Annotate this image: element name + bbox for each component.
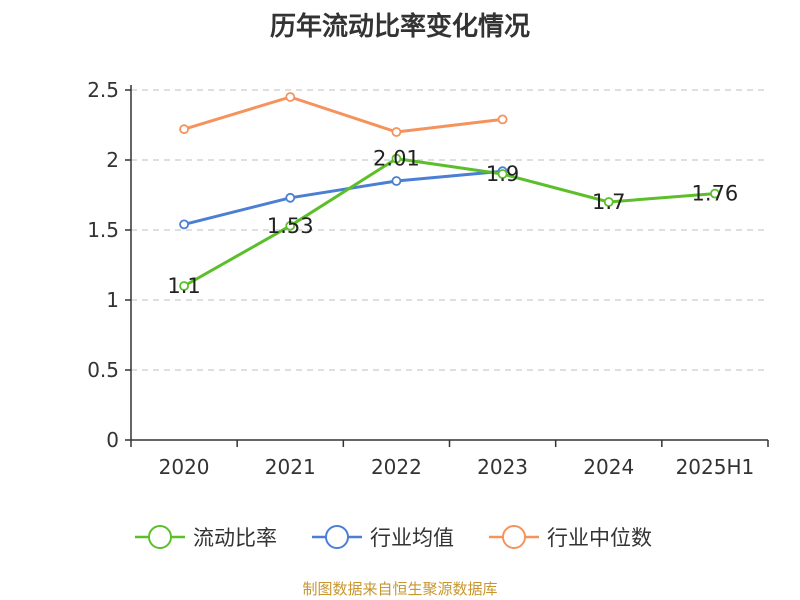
y-tick-label: 0 — [106, 428, 119, 452]
series-point — [497, 114, 508, 125]
x-tick-label: 2024 — [583, 455, 634, 479]
series-point — [710, 188, 720, 199]
x-tick-label: 2023 — [477, 455, 528, 479]
series-lines — [179, 92, 720, 291]
series-point — [285, 220, 296, 231]
legend-label: 行业均值 — [370, 526, 454, 550]
y-tick-label: 2 — [106, 148, 119, 172]
x-tick-label: 2020 — [159, 455, 210, 479]
series-line-0 — [183, 157, 716, 288]
grid-lines — [131, 89, 768, 371]
axes: 0 0.5 1 1.5 2 2.5 2020 2021 2022 2023 2024 2025H1 — [87, 78, 769, 479]
data-label: 1.53 — [267, 214, 314, 238]
legend-label: 流动比率 — [193, 526, 277, 550]
series-line-2 — [183, 95, 503, 134]
series-point — [391, 176, 402, 186]
series-point — [497, 169, 508, 179]
y-tick-label: 1 — [106, 288, 119, 312]
legend[interactable]: 流动比率 行业均值 行业中位数 — [135, 525, 652, 550]
data-label: 2.01 — [373, 147, 420, 171]
series-point — [391, 153, 402, 164]
legend-marker — [148, 525, 172, 549]
series-point — [179, 281, 189, 291]
legend-label: 行业中位数 — [547, 526, 652, 550]
x-tick-label: 2021 — [265, 455, 316, 479]
y-tick-label: 0.5 — [87, 358, 119, 382]
data-label: 1.9 — [486, 162, 519, 186]
series-point — [179, 219, 189, 230]
x-tick-label: 2022 — [371, 455, 422, 479]
series-point — [285, 92, 296, 102]
source-note: 制图数据来自恒生聚源数据库 — [302, 580, 498, 598]
series-point — [603, 197, 614, 207]
data-label: 1.7 — [592, 190, 625, 214]
y-tick-label: 1.5 — [87, 218, 119, 242]
series-line-1 — [183, 169, 503, 226]
data-label: 1.1 — [167, 274, 200, 298]
legend-marker — [325, 525, 349, 549]
series-point — [391, 127, 402, 137]
x-tick-label: 2025H1 — [676, 455, 755, 479]
legend-item[interactable]: 行业中位数 — [489, 525, 652, 550]
chart-title: 历年流动比率变化情况 — [269, 12, 530, 42]
data-label: 1.76 — [692, 182, 739, 206]
y-tick-label: 2.5 — [87, 78, 119, 102]
series-point — [285, 192, 296, 203]
legend-item[interactable]: 流动比率 — [135, 525, 277, 550]
legend-marker — [502, 525, 526, 549]
series-point — [179, 124, 189, 135]
data-labels: 1.1 1.53 2.01 1.9 1.7 1.76 — [167, 147, 738, 298]
legend-item[interactable]: 行业均值 — [312, 525, 454, 550]
